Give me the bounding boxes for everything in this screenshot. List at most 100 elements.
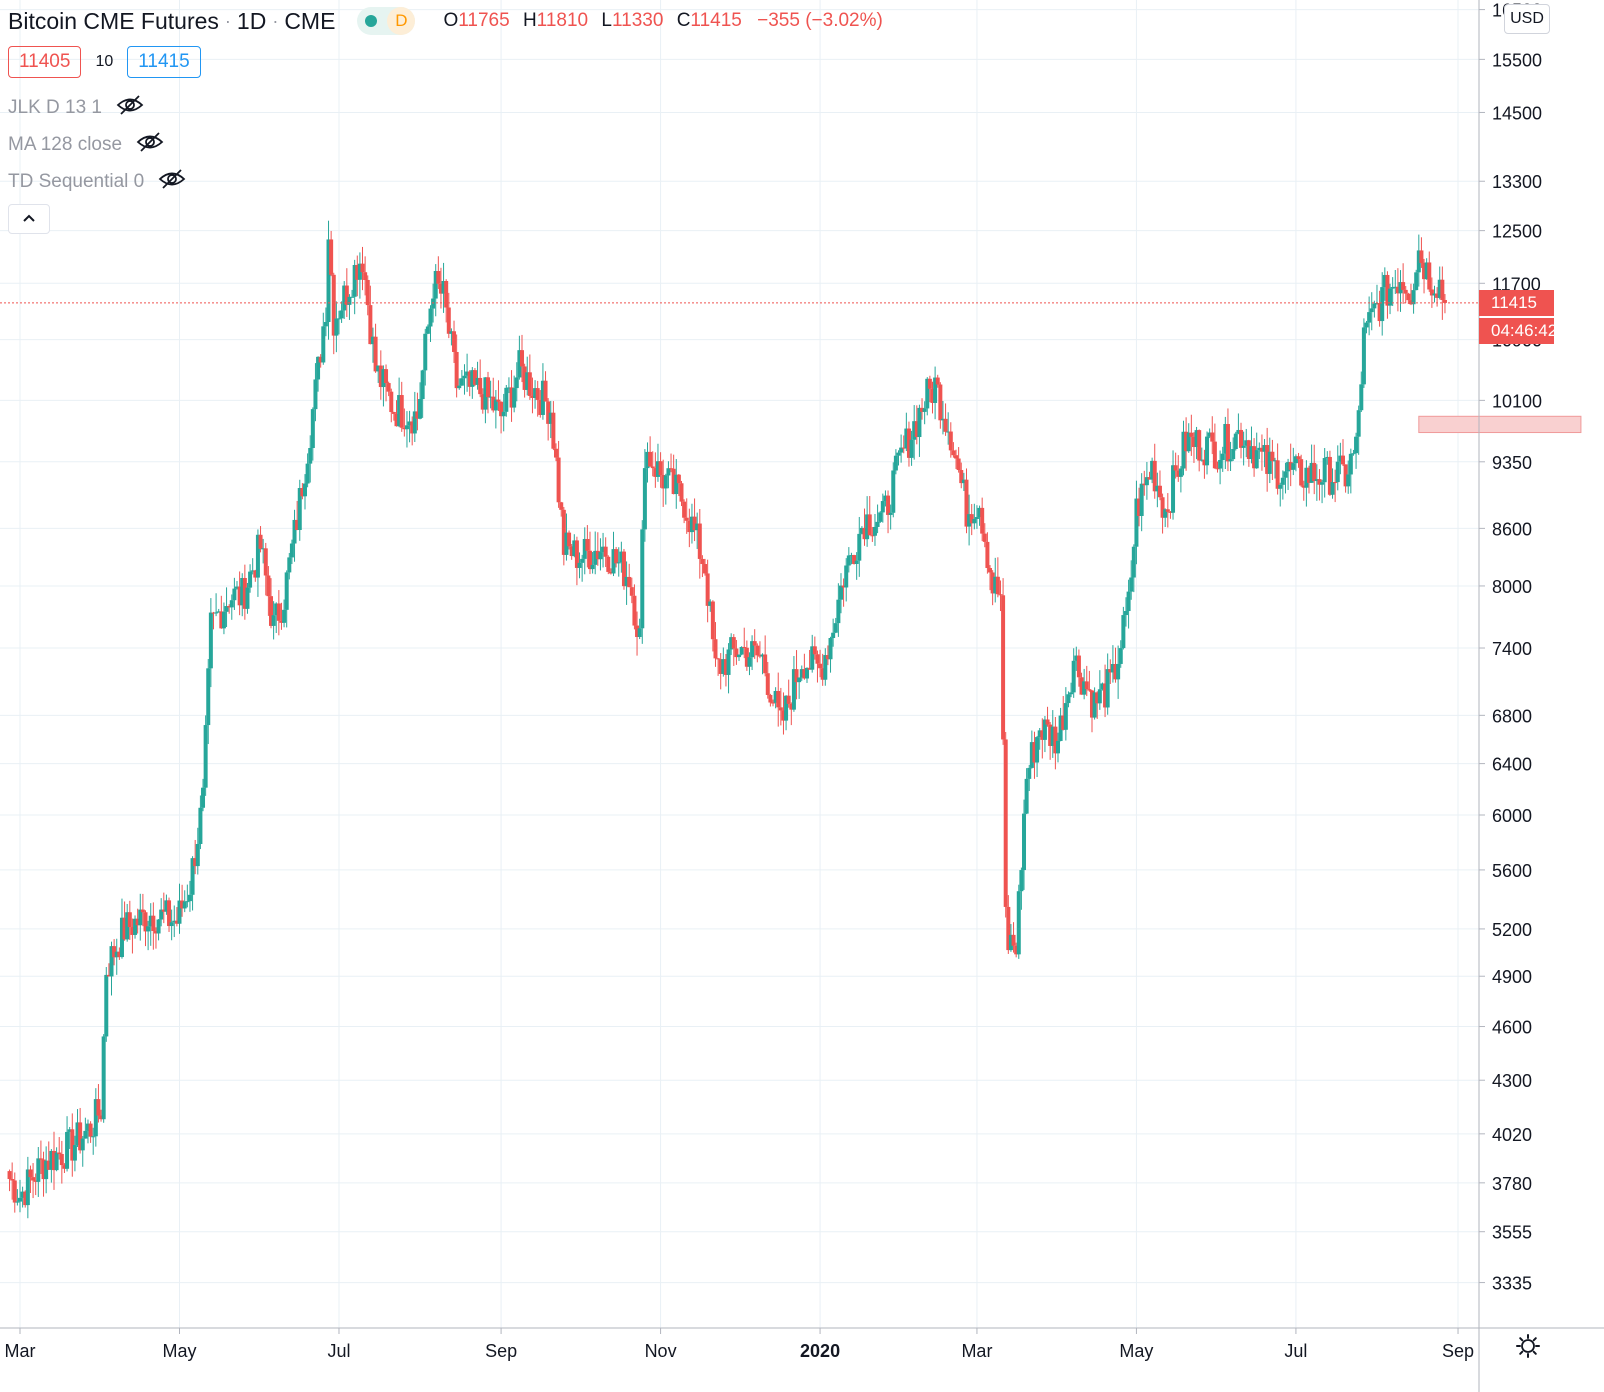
candle-body: [1403, 289, 1408, 294]
candle-body: [655, 461, 660, 477]
candle-body: [548, 412, 553, 424]
candle-body: [509, 387, 514, 408]
indicator-jlk[interactable]: JLK D 13 1: [8, 94, 144, 122]
candle-body: [595, 550, 600, 560]
candle-body: [174, 920, 179, 924]
candle-body: [397, 395, 402, 427]
candle-body: [316, 356, 321, 380]
chart-settings-button[interactable]: [1513, 1333, 1543, 1363]
candle-body: [629, 587, 634, 596]
time-axis[interactable]: Mar May Jul Sep Nov 2020 Mar May Jul Sep: [5, 1328, 1475, 1361]
candle-body: [373, 336, 378, 372]
candle-body: [914, 421, 919, 438]
eye-slash-icon[interactable]: [136, 131, 164, 159]
candle-body: [561, 509, 566, 555]
candle-body: [46, 1160, 51, 1170]
candle-body: [614, 549, 619, 564]
candle-body: [478, 377, 483, 395]
candle-body: [1395, 286, 1400, 294]
eye-slash-icon[interactable]: [116, 94, 144, 122]
candle-body: [990, 572, 995, 594]
candle-body: [906, 428, 911, 458]
candle-body: [472, 370, 477, 385]
candle-body: [198, 807, 203, 844]
indicator-ma[interactable]: MA 128 close: [8, 131, 164, 159]
interval-label[interactable]: 1D: [236, 7, 267, 34]
candle-body: [658, 461, 663, 475]
candle-body: [261, 548, 266, 550]
candle-body: [705, 573, 710, 606]
candle-body: [423, 333, 428, 371]
candle-body: [546, 401, 551, 424]
market-status-pill[interactable]: D: [357, 7, 416, 35]
candle-body: [1202, 459, 1207, 466]
candle-body: [967, 514, 972, 527]
candle-body: [156, 919, 161, 934]
symbol-title[interactable]: Bitcoin CME Futures: [8, 7, 219, 34]
candle-body: [582, 538, 587, 559]
candle-body: [1265, 445, 1270, 474]
candle-body: [75, 1122, 80, 1146]
candle-body: [1354, 436, 1359, 454]
candle-body: [1058, 715, 1063, 741]
candle-body: [365, 279, 370, 306]
candle-body: [1016, 891, 1021, 955]
sell-price-button[interactable]: 11405: [8, 46, 82, 78]
candle-body: [394, 413, 399, 427]
candle-body: [938, 384, 943, 421]
candle-body: [593, 550, 598, 565]
y-tick-label: 3335: [1492, 1274, 1532, 1294]
candle-body: [1123, 611, 1128, 616]
candle-body: [1071, 660, 1076, 693]
candle-body: [1348, 453, 1353, 475]
candle-body: [1241, 445, 1246, 448]
candle-body: [933, 377, 938, 403]
buy-price-button[interactable]: 11415: [127, 46, 201, 78]
candle-body: [1236, 429, 1241, 434]
candle-body: [418, 399, 423, 419]
candle-body: [865, 514, 870, 540]
candle-body: [389, 391, 394, 413]
candle-body: [1215, 468, 1220, 470]
candle-body: [51, 1150, 56, 1171]
candle-body: [488, 396, 493, 398]
candle-body: [1233, 433, 1238, 450]
candle-body: [535, 388, 540, 400]
y-tick-label: 10100: [1492, 391, 1542, 411]
x-tick-label: Mar: [5, 1341, 36, 1361]
candle-body: [815, 654, 820, 664]
candle-body: [1150, 460, 1155, 480]
candle-body: [119, 917, 124, 958]
y-tick-label: 5200: [1492, 920, 1532, 940]
y-tick-label: 4020: [1492, 1125, 1532, 1145]
candle-body: [648, 451, 653, 467]
candle-body: [653, 468, 658, 477]
candle-body: [1035, 737, 1040, 763]
candle-body: [167, 900, 172, 927]
currency-button[interactable]: USD: [1504, 4, 1550, 34]
candle-body: [436, 270, 441, 284]
candle-body: [679, 483, 684, 502]
candle-body: [1309, 462, 1314, 483]
candle-body: [689, 516, 694, 533]
candle-body: [1340, 455, 1345, 465]
collapse-legend-button[interactable]: [8, 204, 50, 234]
candle-body: [449, 331, 454, 334]
price-axis[interactable]: 3335 3555 3780 4020 4300 4600 4900 5200 5600 6000…: [1479, 1, 1542, 1294]
candle-body: [1181, 431, 1186, 469]
candle-body: [517, 350, 522, 378]
candle-body: [1199, 459, 1204, 461]
candle-body: [993, 576, 998, 594]
eye-slash-icon[interactable]: [158, 168, 186, 196]
candle-body: [203, 725, 208, 788]
candle-body: [1082, 681, 1087, 695]
candle-body: [1001, 595, 1006, 740]
candle-body: [350, 296, 355, 298]
candle-body: [127, 912, 132, 928]
candle-body: [1084, 681, 1089, 690]
candle-body: [1173, 465, 1178, 471]
candle-body: [640, 529, 645, 629]
indicator-td-sequential[interactable]: TD Sequential 0: [8, 168, 186, 196]
candle-body: [1218, 460, 1223, 469]
